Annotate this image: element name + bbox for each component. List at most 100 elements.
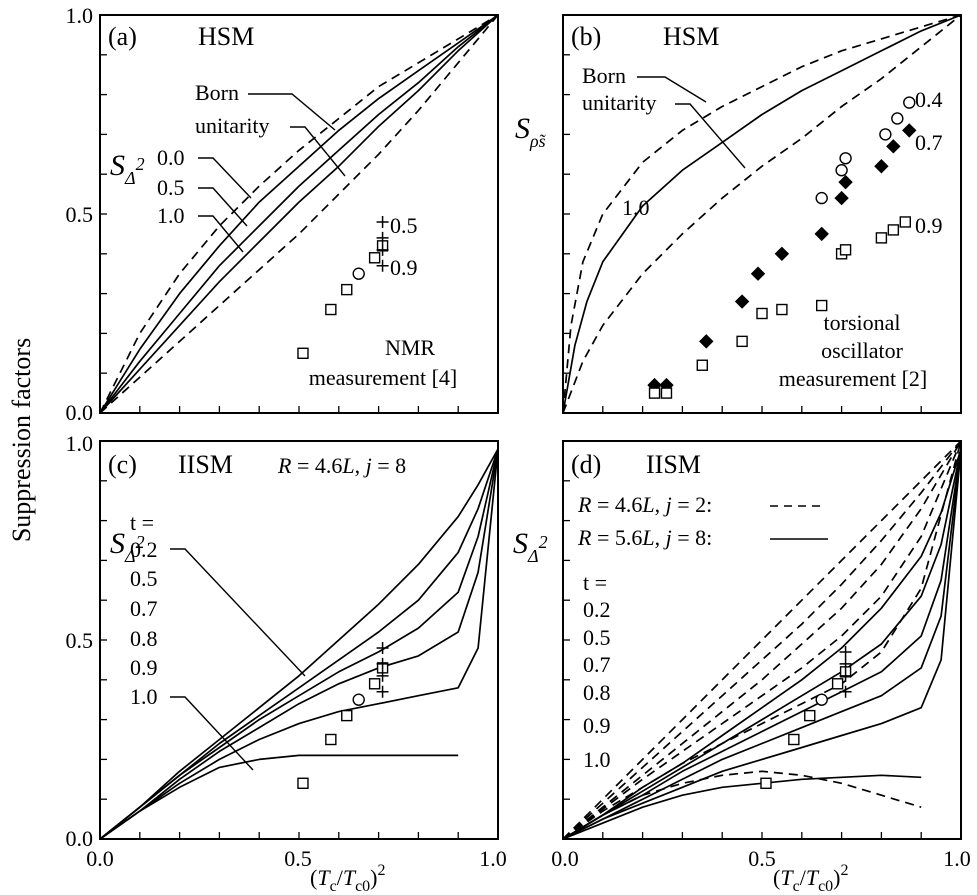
panel-a-label-p05: 0.5 [390,213,418,238]
panel-a-model: HSM [198,22,254,51]
marker-circle-2 [839,152,852,165]
series-line-0 [99,14,499,414]
marker-circle-0 [352,267,365,280]
panel-a-label-unitarity: unitarity [195,113,270,138]
series-line-9 [562,448,962,840]
panel-b-label-10: 1.0 [622,195,650,220]
series-line-0 [562,14,962,414]
series-line-10 [562,448,962,840]
marker-square-0 [648,387,661,399]
series-line-8 [562,448,962,840]
panel-a-label-born: Born [195,80,239,105]
marker-square-1 [325,733,337,746]
panel-b: (b) HSM Sρ̃s Born unitarity 1.0 0.4 0.7 … [515,14,962,414]
panel-c-t-1: 0.2 [130,537,158,562]
panel-b-arrow-born [637,76,707,103]
marker-diamond-8 [838,174,853,190]
panel-c: (c) IISM R = 4.6L, j = 8 SΔ2 0.0 0.5 1.0… [66,431,507,871]
panel-a-label-p09: 0.9 [390,255,418,280]
marker-diamond-4 [750,266,766,281]
panel-a-label-00: 0.0 [157,145,185,170]
panel-d-legend-1: R = 4.6L, j = 2: [577,492,712,517]
panel-a-ytick-0: 0.0 [66,400,94,425]
marker-plus-1 [839,657,852,670]
marker-plus-1 [376,231,389,244]
panel-c-model: IISM [178,450,233,479]
series-line-5 [99,754,459,840]
marker-circle-3 [879,128,892,141]
marker-plus-1 [376,657,389,670]
panel-d-t-1: 0.2 [583,597,611,622]
panel-b-arrow-unitarity [675,103,746,169]
panel-c-t-0: t = [130,510,154,535]
series-line-3 [562,440,962,840]
marker-square-10 [887,224,900,236]
panel-a-label: (a) [108,22,137,51]
panel-d-t-2: 0.5 [583,625,611,650]
panel-a-arrow-10 [198,215,244,253]
panel-c-arrow-bottom [170,696,254,771]
panel-a-arrow-unitarity [290,126,346,177]
marker-square-2 [804,709,816,722]
x-axis-label-right: (Tc/Tc0)2 [773,862,849,895]
panel-d-legend-2: R = 5.6L, j = 8: [577,525,712,550]
panel-d-t-3: 0.7 [583,652,611,677]
panel-d-ylabel: SΔ2 [513,527,548,566]
panel-d-label: (d) [571,450,601,479]
series-line-2 [99,448,499,840]
panel-c-label: (c) [108,450,137,479]
marker-plus-2 [839,645,852,658]
marker-diamond-5 [774,246,790,262]
panel-a-ytick-1: 0.5 [66,202,94,227]
marker-diamond-3 [734,294,750,309]
panel-b-label: (b) [571,22,601,51]
marker-square-0 [760,777,772,789]
panel-b-annot-3: measurement [2] [779,366,927,391]
panel-a-ylabel: SΔ2 [110,149,145,188]
panel-c-xtick-0: 0.0 [86,846,114,871]
marker-circle-0 [352,693,365,706]
panel-a-label-05: 0.5 [157,175,185,200]
panel-b-label-unitarity: unitarity [582,90,657,115]
panel-d-xtick-0: 0.0 [551,846,579,871]
marker-circle-4 [891,112,904,125]
series-line-0 [99,448,499,840]
marker-square-6 [816,299,828,312]
panel-c-t-3: 0.7 [130,596,158,621]
panel-c-ytick-1: 0.5 [66,628,94,653]
panel-a-markers [297,215,389,359]
marker-square-2 [341,709,353,722]
panel-d-t-4: 0.8 [583,680,611,705]
marker-square-8 [839,244,852,256]
panel-b-markers [647,96,917,399]
panel-d-series [562,440,962,840]
panel-c-params: R = 4.6L, j = 8 [277,453,406,478]
marker-square-3 [736,335,748,348]
marker-square-1 [788,733,800,746]
panel-a-series [99,14,499,414]
marker-diamond-9 [874,159,889,174]
panel-b-model: HSM [663,22,719,51]
panel-c-xtick-1: 0.5 [284,846,312,871]
marker-plus-3 [376,259,389,272]
marker-plus-0 [376,243,389,256]
marker-square-0 [297,777,309,789]
panel-d-xtick-2: 1.0 [943,846,971,871]
panel-a-annot-2: measurement [4] [309,365,457,390]
marker-square-0 [297,347,309,359]
marker-diamond-2 [699,334,714,349]
panel-a: (a) HSM SΔ2 0.0 0.5 1.0 Born unitarity 0… [66,3,499,425]
panel-d-t-0: t = [583,570,607,595]
panel-d-xtick-1: 0.5 [748,846,776,871]
panel-b-ylabel: Sρ̃s [515,112,547,151]
panel-c-series [99,448,499,840]
panel-c-t-5: 0.9 [130,655,158,680]
marker-plus-3 [839,685,852,698]
panel-b-label-born: Born [582,63,626,88]
panel-b-label-07: 0.7 [915,130,943,155]
series-line-2 [99,14,499,414]
panel-d-model: IISM [646,450,701,479]
marker-square-5 [776,303,788,316]
panel-c-t-4: 0.8 [130,626,158,651]
